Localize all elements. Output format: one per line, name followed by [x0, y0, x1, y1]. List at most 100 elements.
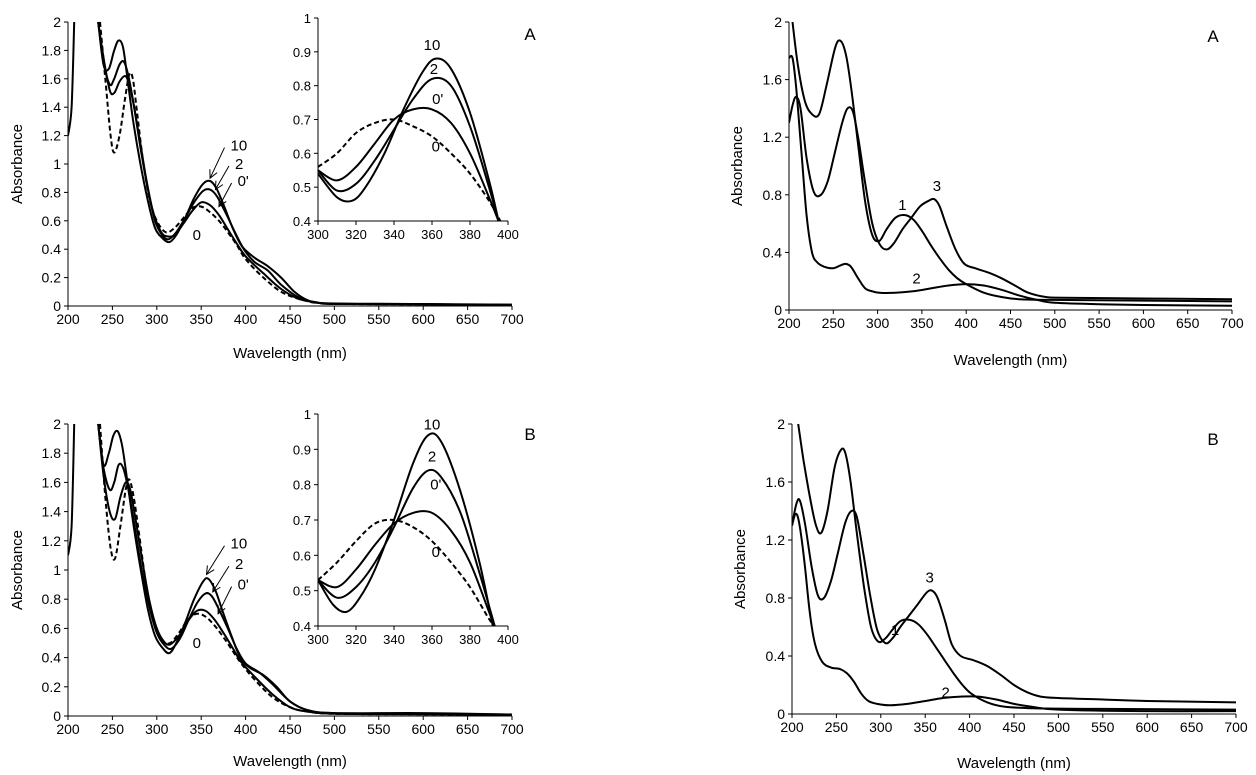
chart-right-A: 200 250 300 350 400 450 500 550 600 650 700 0 0.4 0.8… — [729, 14, 1244, 369]
plot-area — [792, 423, 1237, 713]
x-tick-label: 300 — [145, 311, 169, 327]
inset-x-tick-label: 320 — [345, 227, 367, 242]
plot-area — [68, 21, 513, 306]
y-tick-label: 0.4 — [763, 244, 783, 260]
y-axis-title: Absorbance — [732, 529, 749, 609]
series-line-2 — [789, 54, 1233, 307]
y-tick-label: 1 — [53, 156, 61, 172]
inset-x-tick-label: 300 — [307, 227, 329, 242]
annotation-arrowhead — [214, 180, 224, 191]
x-tick-label: 600 — [1132, 315, 1156, 331]
series-line-10 — [97, 423, 513, 716]
y-tick-label: 2 — [774, 14, 782, 30]
inset-y-tick-label: 1 — [304, 407, 311, 422]
x-tick-label: 400 — [955, 315, 979, 331]
annotation-arrowhead — [217, 604, 226, 615]
series-line-3 — [789, 95, 1233, 301]
x-tick-label: 700 — [500, 311, 524, 327]
x-tick-label: 500 — [323, 721, 347, 737]
series-line-1 — [797, 423, 1237, 711]
curve-label: 2 — [941, 684, 949, 701]
y-tick-label: 0.8 — [766, 590, 786, 606]
x-tick-label: 200 — [780, 719, 804, 735]
y-tick-label: 2 — [53, 14, 61, 30]
curve-label: 1 — [898, 197, 906, 214]
y-tick-label: 0.2 — [42, 679, 62, 695]
y-tick-label: 1.8 — [42, 445, 62, 461]
y-tick-label: 0 — [774, 302, 782, 318]
y-axis-title: Absorbance — [9, 530, 26, 610]
x-tick-label: 700 — [1224, 719, 1248, 735]
x-tick-label: 300 — [145, 721, 169, 737]
inset-x-tick-label: 300 — [307, 632, 329, 647]
series-line-0 — [99, 21, 513, 306]
y-tick-label: 1.4 — [42, 504, 62, 520]
inset-y-tick-label: 0.8 — [293, 478, 311, 493]
inset-series-line-0prime — [318, 510, 496, 627]
x-tick-label: 700 — [1220, 315, 1244, 331]
inset-x-tick-label: 340 — [383, 632, 405, 647]
inset-chart: 300 320 340 360 380 400 0.4 0.5 0.6 0.7 0.8 0.9 1 10 2… — [293, 11, 519, 242]
x-tick-label: 700 — [500, 721, 524, 737]
x-tick-label: 650 — [1180, 719, 1204, 735]
inset-curve-label: 2 — [430, 61, 438, 78]
annotation-arrowhead — [212, 582, 221, 593]
inset-x-tick-label: 400 — [497, 227, 519, 242]
inset-y-tick-label: 0.6 — [293, 548, 311, 563]
x-tick-label: 650 — [1176, 315, 1200, 331]
curve-label: 0' — [238, 577, 249, 594]
y-tick-label: 1.2 — [42, 128, 62, 144]
y-tick-label: 1.2 — [766, 532, 786, 548]
x-tick-label: 650 — [456, 721, 480, 737]
series-line-3 — [792, 498, 1237, 704]
x-tick-label: 200 — [56, 311, 80, 327]
x-tick-label: 600 — [1136, 719, 1160, 735]
panel-letter: A — [1207, 27, 1219, 46]
series-line-10 — [97, 21, 513, 306]
inset-curve-label: 10 — [424, 417, 441, 434]
inset-curve-label: 2 — [428, 448, 436, 465]
y-tick-label: 0.2 — [42, 270, 62, 286]
inset-chart: 300 320 340 360 380 400 0.4 0.5 0.6 0.7 0.8 0.9 1 10 2… — [293, 407, 519, 647]
inset-series-line-2 — [318, 468, 496, 627]
inset-y-tick-label: 0.4 — [293, 619, 311, 634]
curve-label: 1 — [891, 622, 899, 639]
y-tick-label: 0.6 — [42, 620, 62, 636]
x-tick-label: 450 — [999, 315, 1023, 331]
curve-label: 3 — [925, 570, 933, 587]
x-tick-label: 400 — [234, 311, 258, 327]
annotation-arrowhead — [205, 565, 215, 576]
x-tick-label: 500 — [1043, 315, 1067, 331]
x-tick-label: 350 — [914, 719, 938, 735]
x-tick-label: 550 — [367, 311, 391, 327]
x-axis-title: Wavelength (nm) — [954, 352, 1068, 369]
panel-letter: B — [1207, 430, 1218, 449]
y-tick-label: 1.2 — [42, 533, 62, 549]
inset-y-tick-label: 0.4 — [293, 214, 311, 229]
x-tick-label: 550 — [367, 721, 391, 737]
x-tick-label: 500 — [323, 311, 347, 327]
annotation-arrow — [218, 182, 233, 207]
inset-y-tick-label: 0.7 — [293, 113, 311, 128]
x-tick-label: 300 — [869, 719, 893, 735]
x-tick-label: 550 — [1091, 719, 1115, 735]
x-tick-label: 350 — [190, 311, 214, 327]
y-tick-label: 0.4 — [42, 241, 62, 257]
y-tick-label: 1.6 — [42, 71, 62, 87]
x-tick-label: 300 — [866, 315, 890, 331]
inset-plot-area — [318, 57, 502, 222]
inset-plot-area — [318, 432, 496, 627]
annotation-arrow — [214, 165, 230, 190]
x-tick-label: 450 — [278, 721, 302, 737]
series-line-rise — [68, 423, 76, 556]
inset-y-tick-label: 0.9 — [293, 45, 311, 60]
curve-label: 0' — [238, 173, 249, 190]
inset-y-tick-label: 1 — [304, 11, 311, 26]
annotation-arrow — [217, 586, 233, 615]
curve-label: 10 — [231, 536, 248, 553]
y-tick-label: 0 — [53, 298, 61, 314]
inset-y-tick-label: 0.7 — [293, 513, 311, 528]
curve-label: 2 — [912, 270, 920, 287]
y-tick-label: 1.2 — [763, 129, 783, 145]
x-tick-label: 200 — [56, 721, 80, 737]
